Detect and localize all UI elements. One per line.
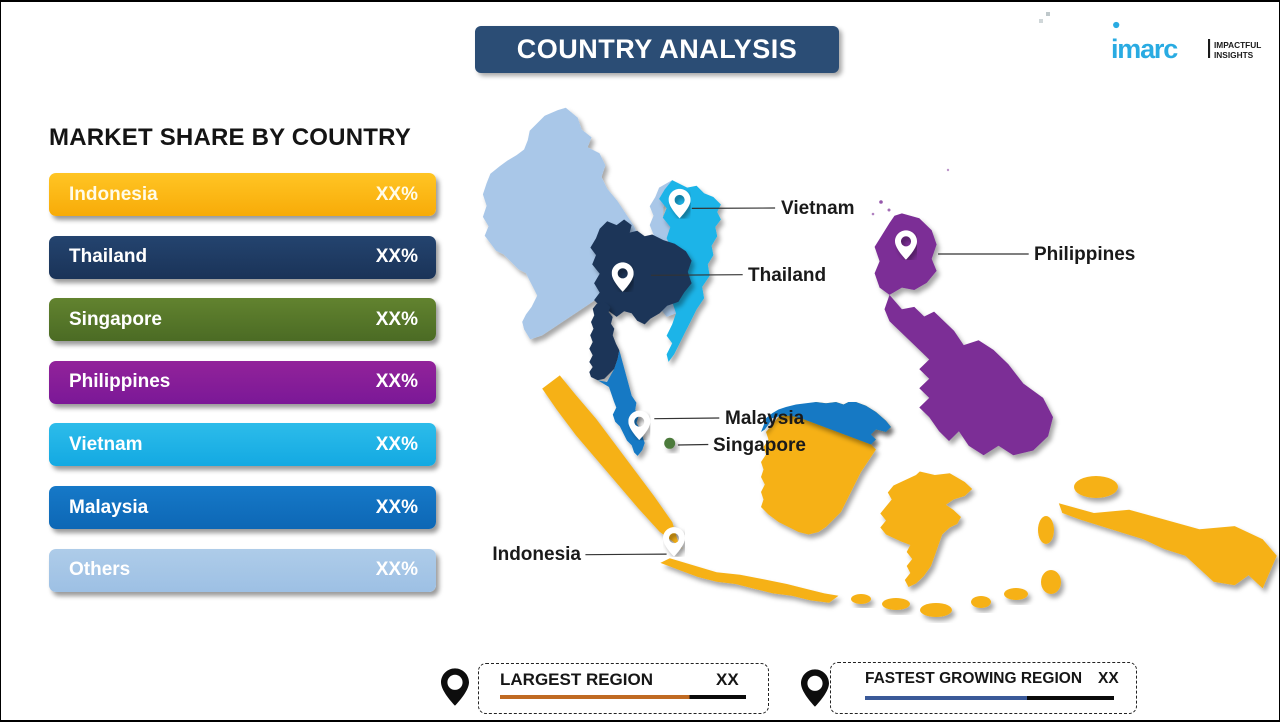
svg-text:Philippines: Philippines	[1034, 244, 1135, 265]
svg-text:imarc: imarc	[1111, 34, 1178, 64]
svg-text:Thailand: Thailand	[748, 265, 826, 286]
svg-text:Vietnam: Vietnam	[781, 198, 855, 219]
svg-text:Singapore: Singapore	[713, 435, 806, 456]
svg-text:IMPACTFUL: IMPACTFUL	[1214, 40, 1261, 50]
svg-text:INSIGHTS: INSIGHTS	[1214, 50, 1254, 60]
svg-text:Indonesia: Indonesia	[492, 544, 581, 565]
svg-text:Malaysia: Malaysia	[725, 408, 805, 429]
